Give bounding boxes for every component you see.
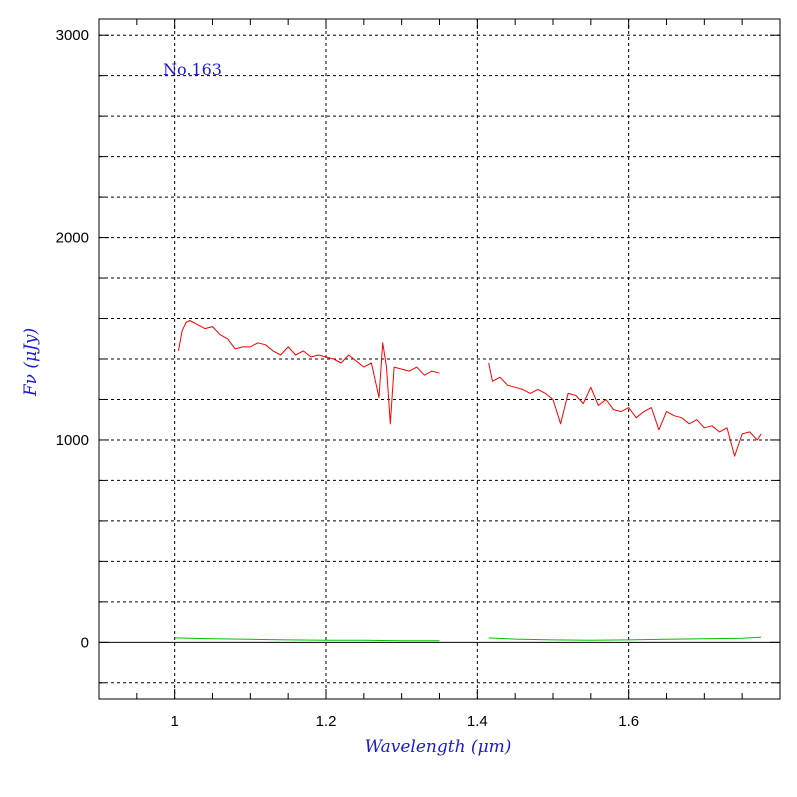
x-tick-label: 1 (170, 713, 178, 730)
tick-labels: 1 1.2 1.4 1.6 0 1000 2000 3000 (56, 27, 639, 730)
y-tick-label: 0 (81, 634, 89, 651)
flux-series-line (488, 362, 762, 457)
grid (99, 19, 780, 699)
flux-series-line (177, 320, 440, 425)
y-tick-label: 2000 (56, 230, 89, 247)
spectrum-annotation: No.163 (163, 60, 222, 79)
axis-ticks (99, 19, 781, 699)
y-axis-title: Fν (μJy) (21, 328, 41, 397)
x-axis-title: Wavelength (μm) (365, 737, 512, 757)
x-tick-label: 1.4 (467, 713, 488, 730)
x-tick-label: 1.2 (316, 713, 337, 730)
error-series-line (488, 636, 762, 641)
x-tick-label: 1.6 (618, 713, 639, 730)
series-layer (174, 320, 762, 642)
error-series-line (174, 637, 440, 642)
y-tick-label: 1000 (56, 432, 89, 449)
y-tick-label: 3000 (56, 27, 89, 44)
